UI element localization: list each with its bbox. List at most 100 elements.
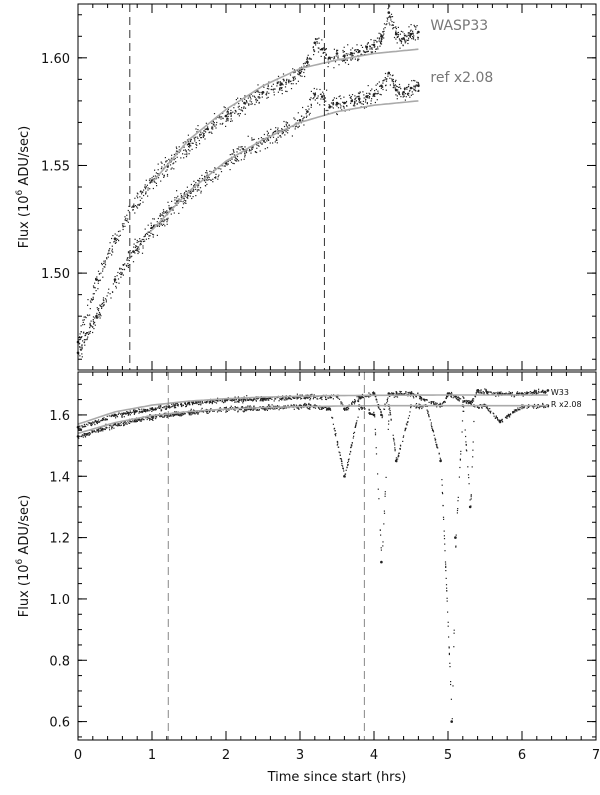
data-point <box>395 30 397 32</box>
data-point <box>120 268 122 270</box>
data-point <box>162 215 164 217</box>
data-point <box>302 106 304 109</box>
data-point <box>325 57 327 59</box>
data-point <box>166 173 169 176</box>
series-point <box>343 101 346 105</box>
data-point <box>383 510 385 512</box>
data-point <box>123 424 126 426</box>
data-point <box>103 417 105 419</box>
data-point <box>300 398 302 400</box>
data-point <box>237 396 239 398</box>
data-point <box>229 154 231 156</box>
data-point <box>409 411 411 413</box>
data-point <box>218 410 220 412</box>
data-point <box>346 105 348 107</box>
data-point <box>388 22 390 24</box>
data-point <box>173 162 175 164</box>
data-point <box>412 33 414 35</box>
data-point <box>223 399 225 401</box>
data-point <box>412 30 414 32</box>
data-point <box>279 84 281 86</box>
data-point <box>179 415 181 417</box>
data-point <box>131 421 133 423</box>
data-point <box>149 188 151 190</box>
data-point <box>275 130 277 132</box>
data-point <box>179 413 181 415</box>
data-point <box>80 325 82 327</box>
data-point <box>528 392 530 394</box>
data-point <box>379 408 381 410</box>
data-point <box>266 92 268 94</box>
data-point <box>267 408 269 410</box>
data-point <box>444 400 446 402</box>
data-point <box>391 21 393 23</box>
data-point <box>102 417 104 420</box>
data-point <box>133 243 135 245</box>
data-point <box>445 397 447 399</box>
data-point <box>396 42 398 44</box>
data-point <box>153 180 155 182</box>
data-point <box>137 193 139 195</box>
data-point <box>372 95 374 97</box>
data-point <box>383 80 385 82</box>
data-point <box>226 399 229 401</box>
data-point <box>389 15 391 17</box>
data-point <box>355 423 357 425</box>
data-point <box>342 101 344 103</box>
data-point <box>152 233 154 235</box>
data-point <box>84 344 86 346</box>
data-point <box>345 407 347 409</box>
data-point <box>135 245 137 247</box>
data-point <box>361 396 364 398</box>
data-point <box>320 397 322 399</box>
data-point <box>112 283 114 285</box>
data-point <box>336 113 338 116</box>
data-point <box>249 398 251 400</box>
data-point <box>81 356 83 358</box>
data-point <box>115 242 117 244</box>
data-point <box>186 139 189 141</box>
data-point <box>152 179 154 181</box>
data-point <box>102 419 104 421</box>
data-point <box>397 89 399 91</box>
data-point <box>235 160 237 162</box>
data-point <box>494 392 496 394</box>
data-point <box>242 398 244 400</box>
data-point <box>113 241 115 243</box>
data-point <box>400 391 402 393</box>
data-point <box>270 88 272 91</box>
data-point <box>304 62 306 65</box>
data-point <box>246 100 248 103</box>
data-point <box>472 398 474 400</box>
data-point <box>196 190 198 192</box>
data-point <box>325 409 328 411</box>
data-point <box>423 399 425 401</box>
data-point <box>404 430 406 432</box>
data-point <box>257 397 259 399</box>
data-point <box>269 142 271 144</box>
data-point <box>216 411 219 413</box>
data-point <box>436 445 438 447</box>
data-point <box>238 160 240 162</box>
data-point <box>378 81 380 83</box>
data-point <box>159 415 161 418</box>
data-point <box>404 99 406 101</box>
data-point <box>347 464 349 466</box>
data-point <box>336 105 338 107</box>
data-point <box>138 203 140 205</box>
data-point <box>392 434 394 436</box>
data-point <box>138 246 140 248</box>
data-point <box>428 414 430 416</box>
data-point <box>313 97 315 99</box>
data-point <box>109 252 111 254</box>
data-point <box>186 144 188 146</box>
series-point <box>380 413 383 417</box>
data-point <box>285 121 287 123</box>
data-point <box>111 248 113 250</box>
data-point <box>148 410 150 412</box>
data-point <box>104 264 107 266</box>
data-point <box>231 407 234 409</box>
data-point <box>344 409 346 411</box>
data-point <box>417 38 419 40</box>
